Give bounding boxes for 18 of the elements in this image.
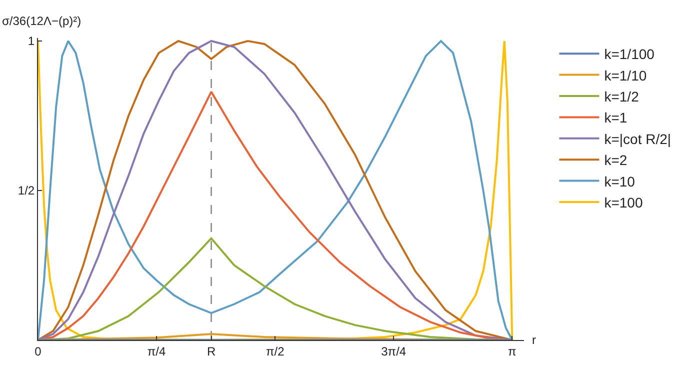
x-tick-label: π/4	[147, 344, 166, 358]
legend-label: k=|cot R/2|	[604, 130, 672, 147]
x-axis-title: r	[532, 333, 536, 347]
legend-label: k=1/2	[604, 88, 640, 104]
y-tick-label: 1	[28, 34, 35, 48]
x-tick-label: π/2	[266, 344, 285, 358]
x-tick-label: π	[508, 344, 516, 358]
x-tick-label: 0	[34, 344, 42, 358]
legend-label: k=1	[604, 110, 628, 126]
y-tick-label: 1/2	[18, 184, 35, 198]
legend-label: k=1/10	[604, 67, 647, 84]
legend-label: k=100	[604, 194, 643, 210]
legend-label: k=2	[604, 152, 628, 168]
legend-label: k=10	[604, 173, 636, 190]
x-tick-label: 3π/4	[381, 344, 406, 358]
legend-label: k=1/100	[604, 46, 655, 62]
y-axis-title: σ/36(12Λ−(p)²)	[2, 14, 82, 28]
x-tick-label: R	[206, 344, 216, 358]
